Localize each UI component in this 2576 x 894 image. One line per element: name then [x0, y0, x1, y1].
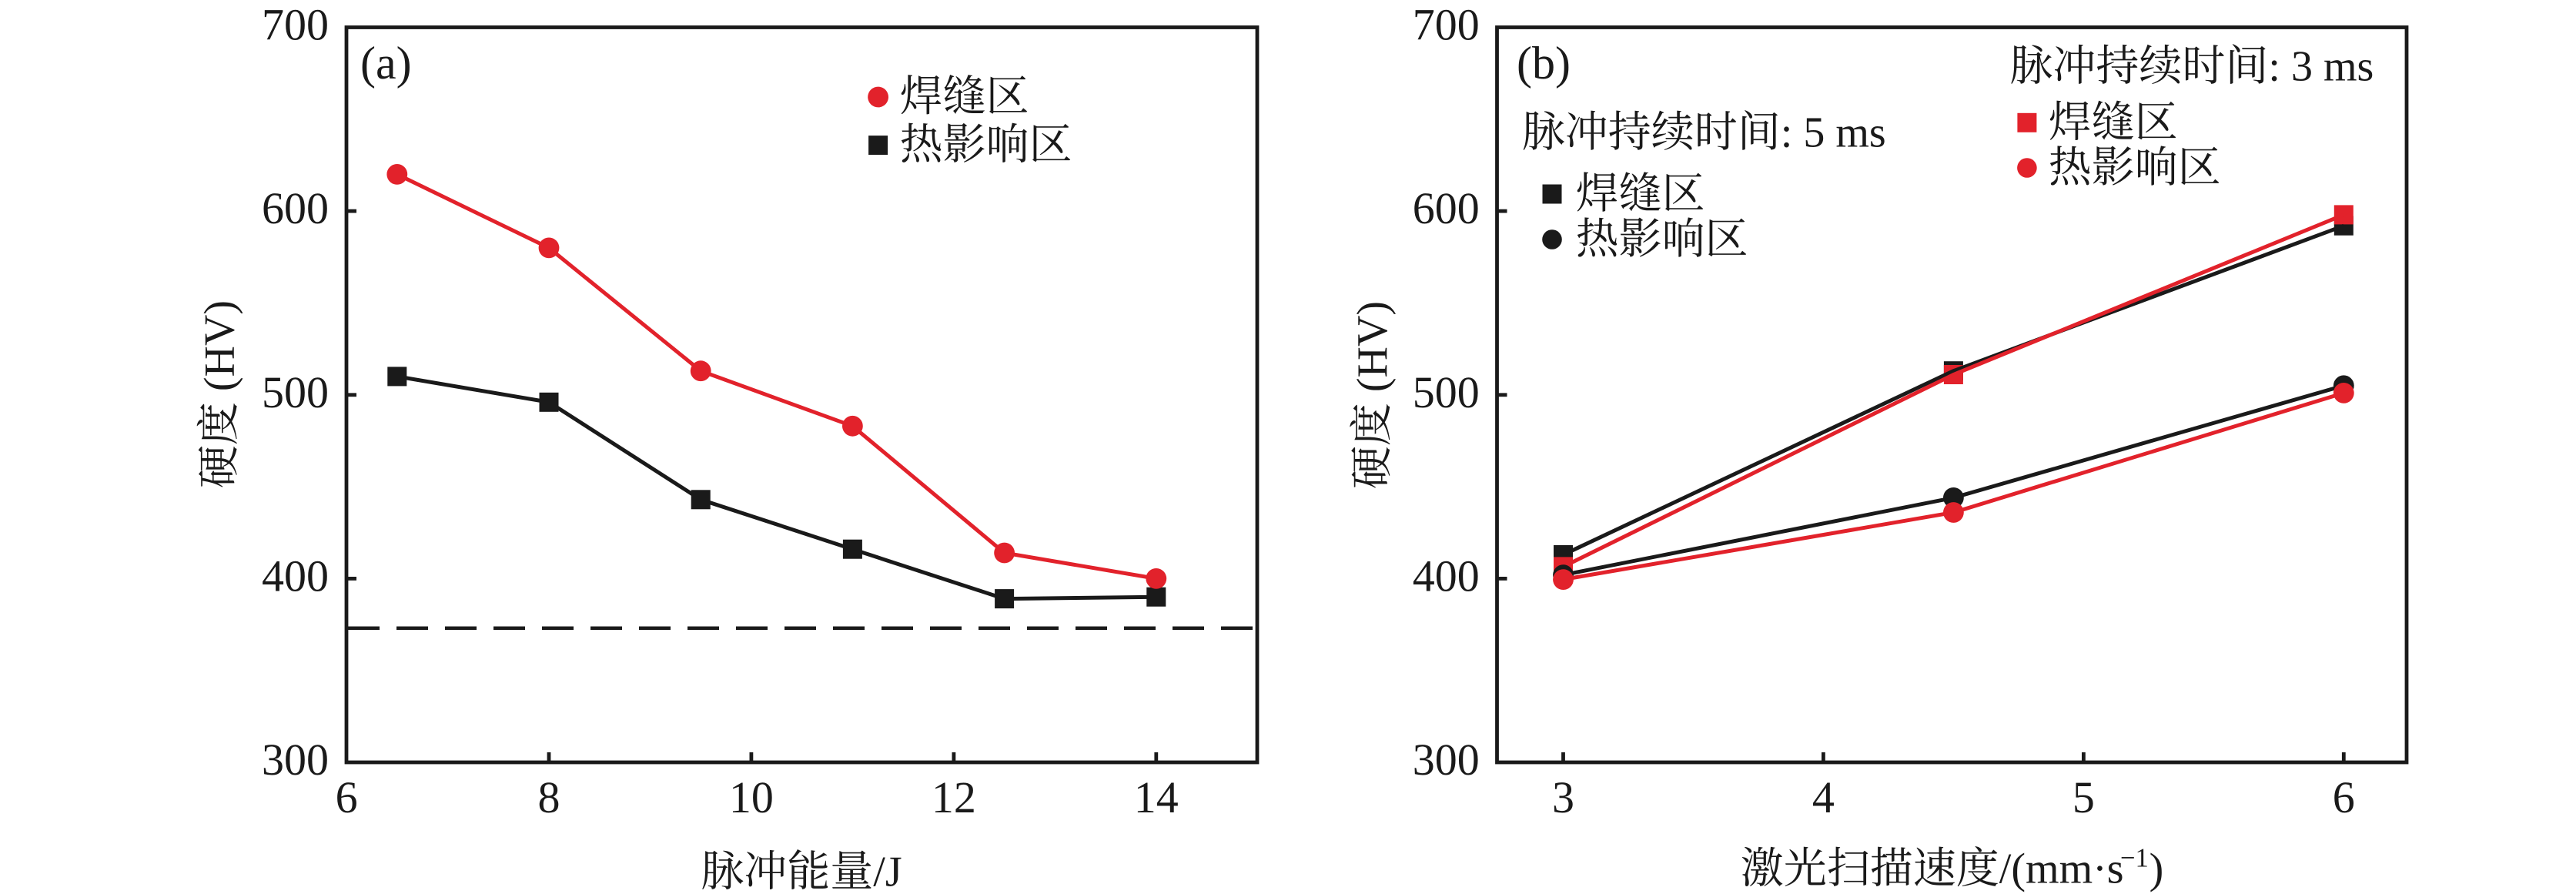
- svg-text:/J: /J: [873, 849, 902, 894]
- svg-text:6: 6: [2333, 772, 2355, 822]
- svg-text:): ): [2149, 845, 2164, 893]
- svg-text:300: 300: [1413, 735, 1480, 785]
- svg-text:3: 3: [1552, 772, 1574, 822]
- svg-text:10: 10: [729, 772, 774, 822]
- svg-text:6: 6: [336, 772, 358, 822]
- svg-text:−1: −1: [2120, 842, 2149, 872]
- svg-text:14: 14: [1134, 772, 1179, 822]
- svg-text:12: 12: [932, 772, 976, 822]
- svg-text:600: 600: [262, 183, 329, 233]
- svg-text:300: 300: [262, 735, 329, 785]
- svg-text:700: 700: [262, 0, 329, 50]
- svg-text:400: 400: [262, 551, 329, 601]
- svg-text:500: 500: [262, 367, 329, 417]
- svg-text:/(mm·s: /(mm·s: [1999, 845, 2124, 893]
- svg-text:(HV): (HV): [196, 300, 243, 402]
- svg-text:: 3 ms: : 3 ms: [2268, 43, 2374, 91]
- svg-text:700: 700: [1413, 0, 1480, 50]
- svg-text:5: 5: [2073, 772, 2095, 822]
- svg-text:: 5 ms: : 5 ms: [1781, 109, 1886, 156]
- svg-text:(HV): (HV): [1349, 301, 1397, 403]
- svg-text:(b): (b): [1517, 38, 1571, 89]
- svg-text:8: 8: [538, 772, 560, 822]
- svg-text:500: 500: [1413, 367, 1480, 417]
- svg-text:(a): (a): [360, 38, 412, 89]
- svg-text:400: 400: [1413, 551, 1480, 601]
- svg-text:600: 600: [1413, 183, 1480, 233]
- svg-text:4: 4: [1812, 772, 1835, 822]
